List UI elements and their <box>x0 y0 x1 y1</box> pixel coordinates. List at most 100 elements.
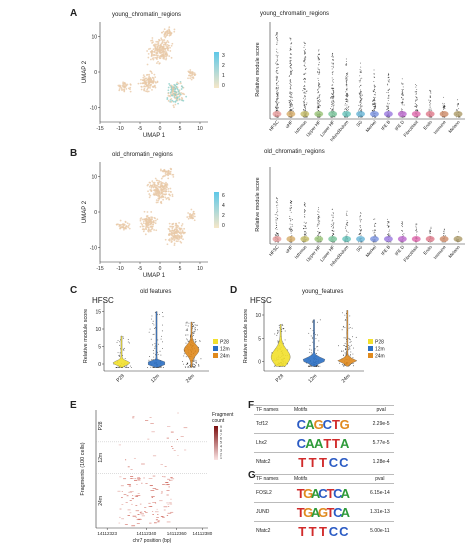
umap-point <box>172 85 174 88</box>
umap-point <box>169 46 171 49</box>
umap-x-label: UMAP 1 <box>143 133 166 139</box>
x-tick-label: 24m <box>341 373 352 384</box>
violin-point <box>276 207 278 209</box>
umap-point <box>178 94 181 97</box>
umap-point <box>177 102 179 105</box>
violin-body <box>356 111 365 117</box>
violin-point <box>430 108 432 110</box>
umap-point <box>157 60 159 63</box>
violin-point <box>185 364 187 365</box>
violin-point <box>345 348 346 350</box>
violin-point <box>149 328 151 330</box>
umap-point <box>171 87 174 90</box>
violin-point <box>290 205 292 207</box>
violin-point <box>200 358 202 360</box>
violin-point <box>304 80 306 82</box>
violin-point <box>276 234 278 236</box>
violin-isthmus <box>300 41 310 118</box>
violin-point <box>388 72 389 74</box>
violin-point <box>276 209 278 211</box>
umap-point <box>164 43 167 46</box>
violin-point <box>345 65 347 67</box>
violin-point <box>346 110 348 111</box>
umap-point <box>173 30 176 33</box>
violin-point <box>187 362 189 364</box>
umap-point <box>154 47 157 50</box>
violin-point <box>305 107 307 109</box>
violin-point <box>318 64 320 66</box>
violin-point <box>430 96 432 98</box>
colorbar-tick-label: 2 <box>222 63 225 69</box>
violin-point <box>153 333 155 335</box>
violin-point <box>152 366 154 368</box>
violin-point <box>188 366 190 368</box>
violin-point <box>345 353 347 355</box>
violin-point <box>346 64 348 66</box>
violin-point <box>277 93 278 95</box>
violin-point <box>374 98 375 100</box>
umap-point <box>155 201 158 204</box>
umap-point <box>142 222 145 225</box>
violin-point <box>275 75 277 77</box>
umap-point <box>192 215 195 217</box>
violin-upper-hf <box>314 49 324 118</box>
violin-point <box>306 116 308 118</box>
violin-point <box>125 366 127 368</box>
violin-point <box>352 365 354 367</box>
violin-point <box>277 64 279 66</box>
violin-point <box>416 97 418 99</box>
violin-point <box>333 104 335 106</box>
violin-point <box>276 99 278 101</box>
violin-point <box>317 59 319 61</box>
violin-point <box>317 89 318 91</box>
table-header-row: TF names Motifs pval <box>254 474 394 484</box>
umap-x-tick-label: -5 <box>138 266 143 272</box>
violin-point <box>187 341 189 343</box>
violin-body <box>148 311 165 368</box>
violin-point <box>344 314 346 316</box>
violin-point <box>305 227 307 229</box>
umap-point <box>180 237 183 240</box>
violin-point <box>345 99 347 101</box>
umap-point <box>151 89 153 91</box>
violin-point <box>348 323 350 325</box>
violin-point <box>310 365 312 367</box>
violin-point <box>331 87 333 89</box>
panel-label-d: D <box>230 285 238 296</box>
violin-point <box>194 330 196 332</box>
violin-point <box>345 76 347 78</box>
violin-point <box>305 68 307 70</box>
violin-point <box>415 104 417 106</box>
violin-point <box>157 339 159 341</box>
violin-point <box>332 84 334 86</box>
violin-point <box>123 347 125 349</box>
violin-body <box>411 111 421 117</box>
violin-point <box>330 103 332 105</box>
umap-y-label: UMAP 2 <box>82 60 88 83</box>
violin-point <box>186 338 188 340</box>
violin-point <box>303 104 305 106</box>
violin-point <box>277 90 278 92</box>
violin-point <box>456 104 458 106</box>
violin-point <box>276 226 277 228</box>
violin-point <box>292 219 293 221</box>
motif-letter: A <box>311 486 321 499</box>
umap-point <box>150 55 153 57</box>
violin-ife-d <box>397 221 407 243</box>
violin-point <box>277 109 278 111</box>
violin-point <box>304 53 306 55</box>
violin-point <box>195 340 197 342</box>
violin-point <box>304 106 306 108</box>
violin-point <box>319 71 321 73</box>
violin-point <box>331 100 333 102</box>
colorbar-tick-label: 3 <box>222 53 225 59</box>
umap-point <box>123 88 125 91</box>
column-header: TF names <box>254 405 292 415</box>
violin-point <box>276 211 277 213</box>
umap-point <box>160 45 163 48</box>
violin-point <box>275 201 277 202</box>
colorbar-tick-label: 6 <box>222 193 225 199</box>
violin-point <box>361 228 362 230</box>
